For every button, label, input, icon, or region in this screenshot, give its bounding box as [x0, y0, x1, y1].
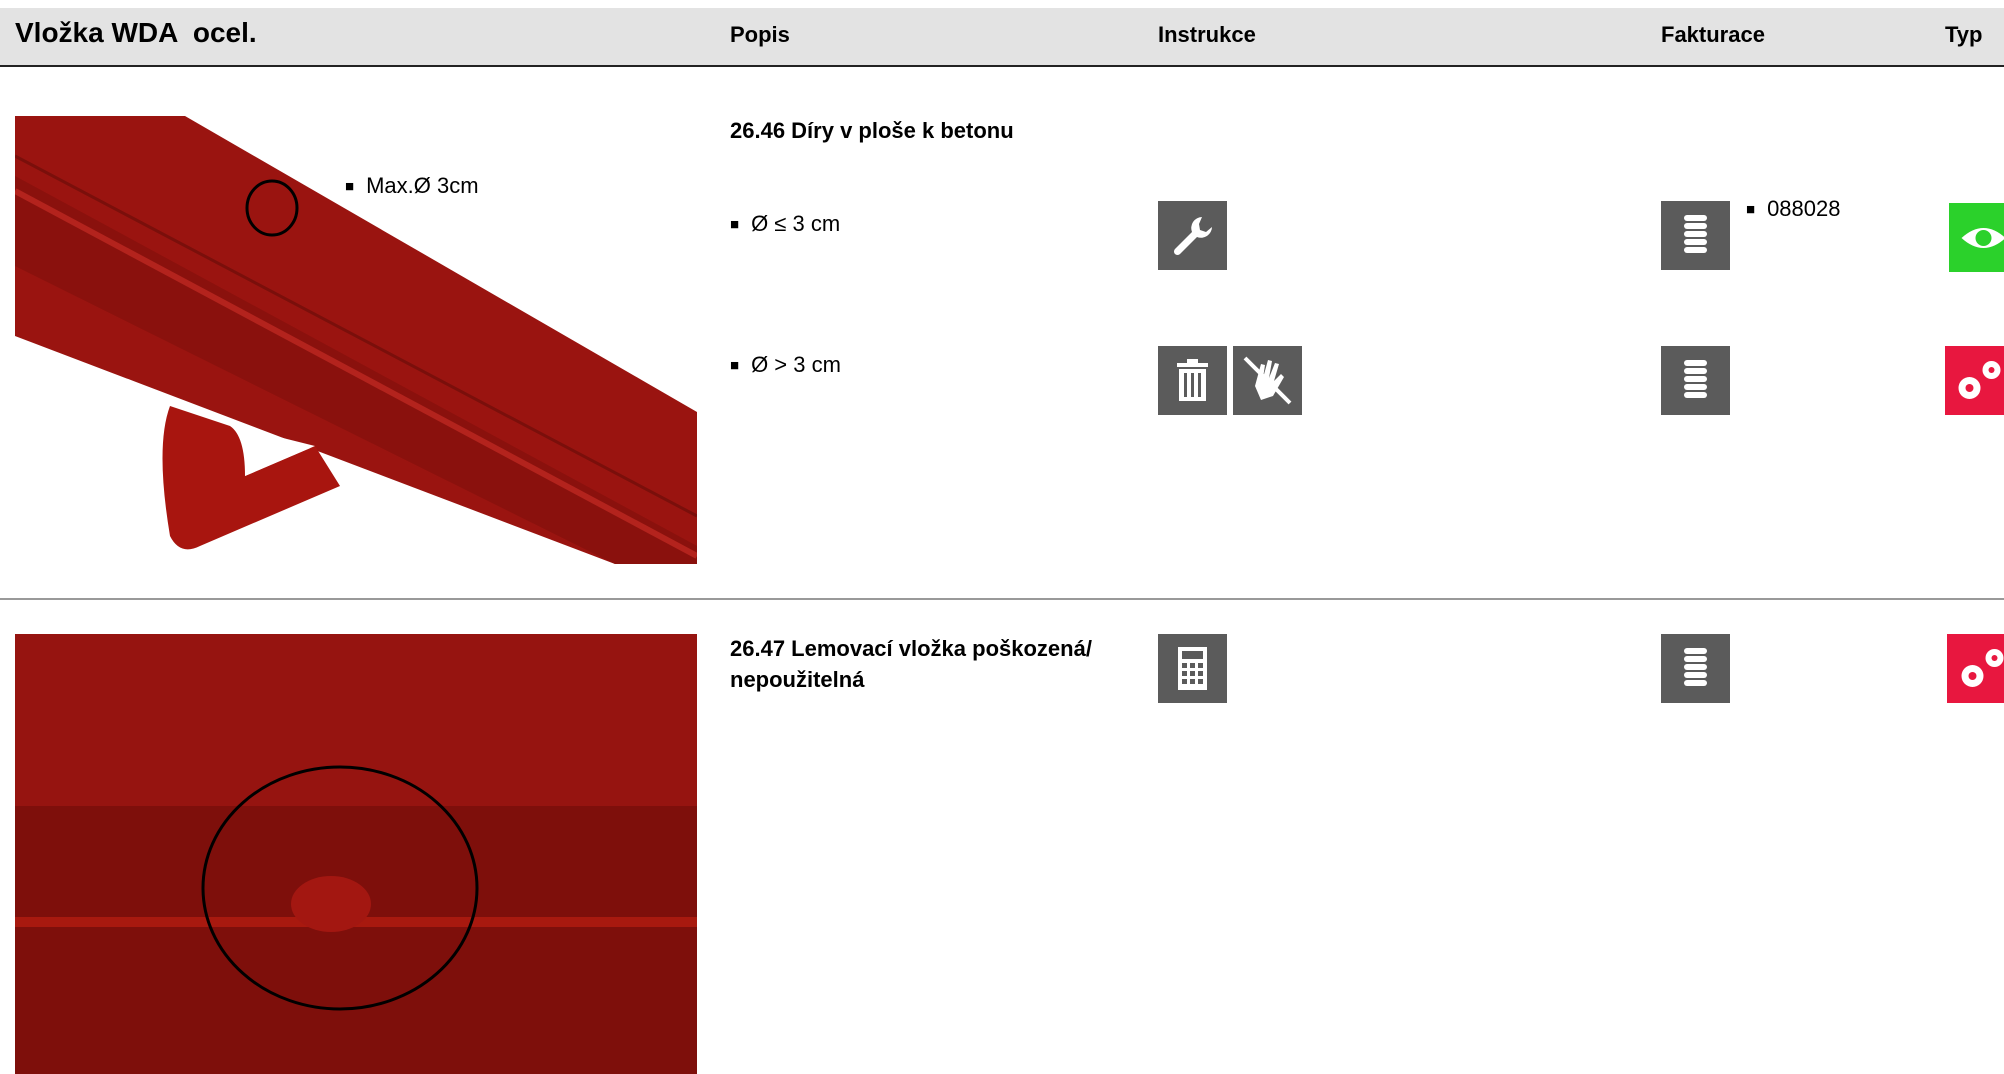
section-image [15, 116, 697, 564]
gears-icon[interactable] [1945, 346, 2004, 415]
column-header: Popis [730, 22, 790, 47]
eye-icon[interactable] [1949, 203, 2004, 272]
header-bar [0, 8, 2004, 67]
section-divider [0, 598, 2004, 600]
no-touch-icon[interactable] [1233, 346, 1302, 415]
item-text: Ø ≤ 3 cm [730, 211, 840, 237]
column-header: Typ [1945, 22, 1983, 47]
section-image [15, 634, 697, 1074]
gears-icon[interactable] [1947, 634, 2004, 703]
coins-icon[interactable] [1661, 201, 1730, 270]
trash-icon[interactable] [1158, 346, 1227, 415]
column-header: Fakturace [1661, 22, 1765, 47]
item-text: Ø > 3 cm [730, 352, 841, 378]
coins-icon[interactable] [1661, 346, 1730, 415]
section-title: 26.47 Lemovací vložka poškozená/ nepouži… [730, 636, 1092, 692]
wrench-icon[interactable] [1158, 201, 1227, 270]
billing-code: 088028 [1746, 196, 1840, 222]
section-title: 26.46 Díry v ploše k betonu [730, 118, 1014, 143]
coins-icon[interactable] [1661, 634, 1730, 703]
image-label: Max.Ø 3cm [345, 173, 478, 199]
column-header: Instrukce [1158, 22, 1256, 47]
page-title: Vložka WDA ocel. [15, 17, 257, 48]
calculator-icon[interactable] [1158, 634, 1227, 703]
